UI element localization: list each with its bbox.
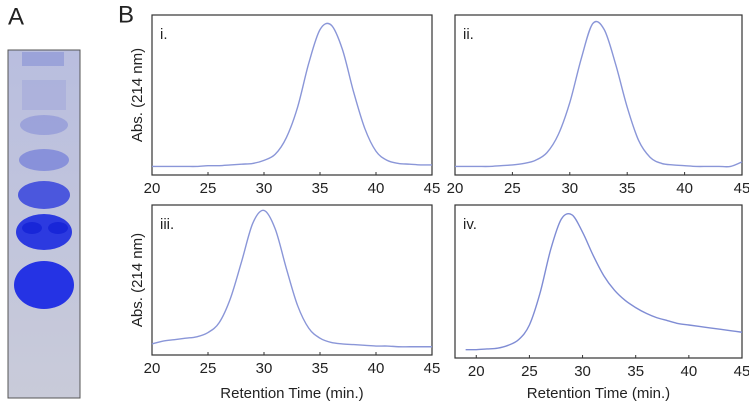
x-axis-label: Retention Time (min.) bbox=[527, 385, 670, 402]
x-tick-label: 25 bbox=[200, 360, 217, 377]
panel-label: A bbox=[8, 3, 24, 30]
y-axis-label: Abs. (214 nm) bbox=[129, 48, 146, 142]
x-tick-label: 25 bbox=[504, 180, 521, 197]
x-tick-label: 35 bbox=[312, 180, 329, 197]
plot-frame bbox=[454, 14, 743, 176]
x-tick-label: 20 bbox=[144, 180, 161, 197]
x-tick-label: 45 bbox=[424, 360, 441, 377]
x-tick-label: 40 bbox=[368, 180, 385, 197]
x-tick-label: 30 bbox=[256, 360, 273, 377]
plot-frame bbox=[151, 14, 433, 176]
x-axis-label: Retention Time (min.) bbox=[220, 385, 363, 402]
x-tick-label: 30 bbox=[561, 180, 578, 197]
x-tick-label: 35 bbox=[312, 360, 329, 377]
x-tick-label: 30 bbox=[574, 363, 591, 380]
x-tick-label: 35 bbox=[619, 180, 636, 197]
x-tick-label: 40 bbox=[676, 180, 693, 197]
plot-frame bbox=[454, 204, 743, 359]
x-tick-label: 45 bbox=[734, 363, 749, 380]
x-tick-label: 40 bbox=[368, 360, 385, 377]
x-tick-label: 20 bbox=[468, 363, 485, 380]
x-tick-label: 35 bbox=[627, 363, 644, 380]
panel-label: B bbox=[118, 1, 134, 28]
x-tick-label: 30 bbox=[256, 180, 273, 197]
panel-title: iii. bbox=[160, 216, 174, 233]
plot-frame bbox=[151, 204, 433, 356]
panel-title: iv. bbox=[463, 216, 477, 233]
x-tick-label: 45 bbox=[424, 180, 441, 197]
x-tick-label: 40 bbox=[681, 363, 698, 380]
trace bbox=[152, 22, 433, 168]
trace bbox=[465, 212, 743, 351]
x-tick-label: 25 bbox=[521, 363, 538, 380]
trace bbox=[151, 209, 432, 348]
trace bbox=[455, 20, 743, 168]
gel-image bbox=[7, 49, 81, 399]
x-tick-label: 45 bbox=[734, 180, 749, 197]
x-tick-label: 25 bbox=[200, 180, 217, 197]
panel-title: ii. bbox=[463, 26, 474, 43]
y-axis-label: Abs. (214 nm) bbox=[129, 233, 146, 327]
x-tick-label: 20 bbox=[144, 360, 161, 377]
panel-title: i. bbox=[160, 26, 168, 43]
x-tick-label: 20 bbox=[447, 180, 464, 197]
